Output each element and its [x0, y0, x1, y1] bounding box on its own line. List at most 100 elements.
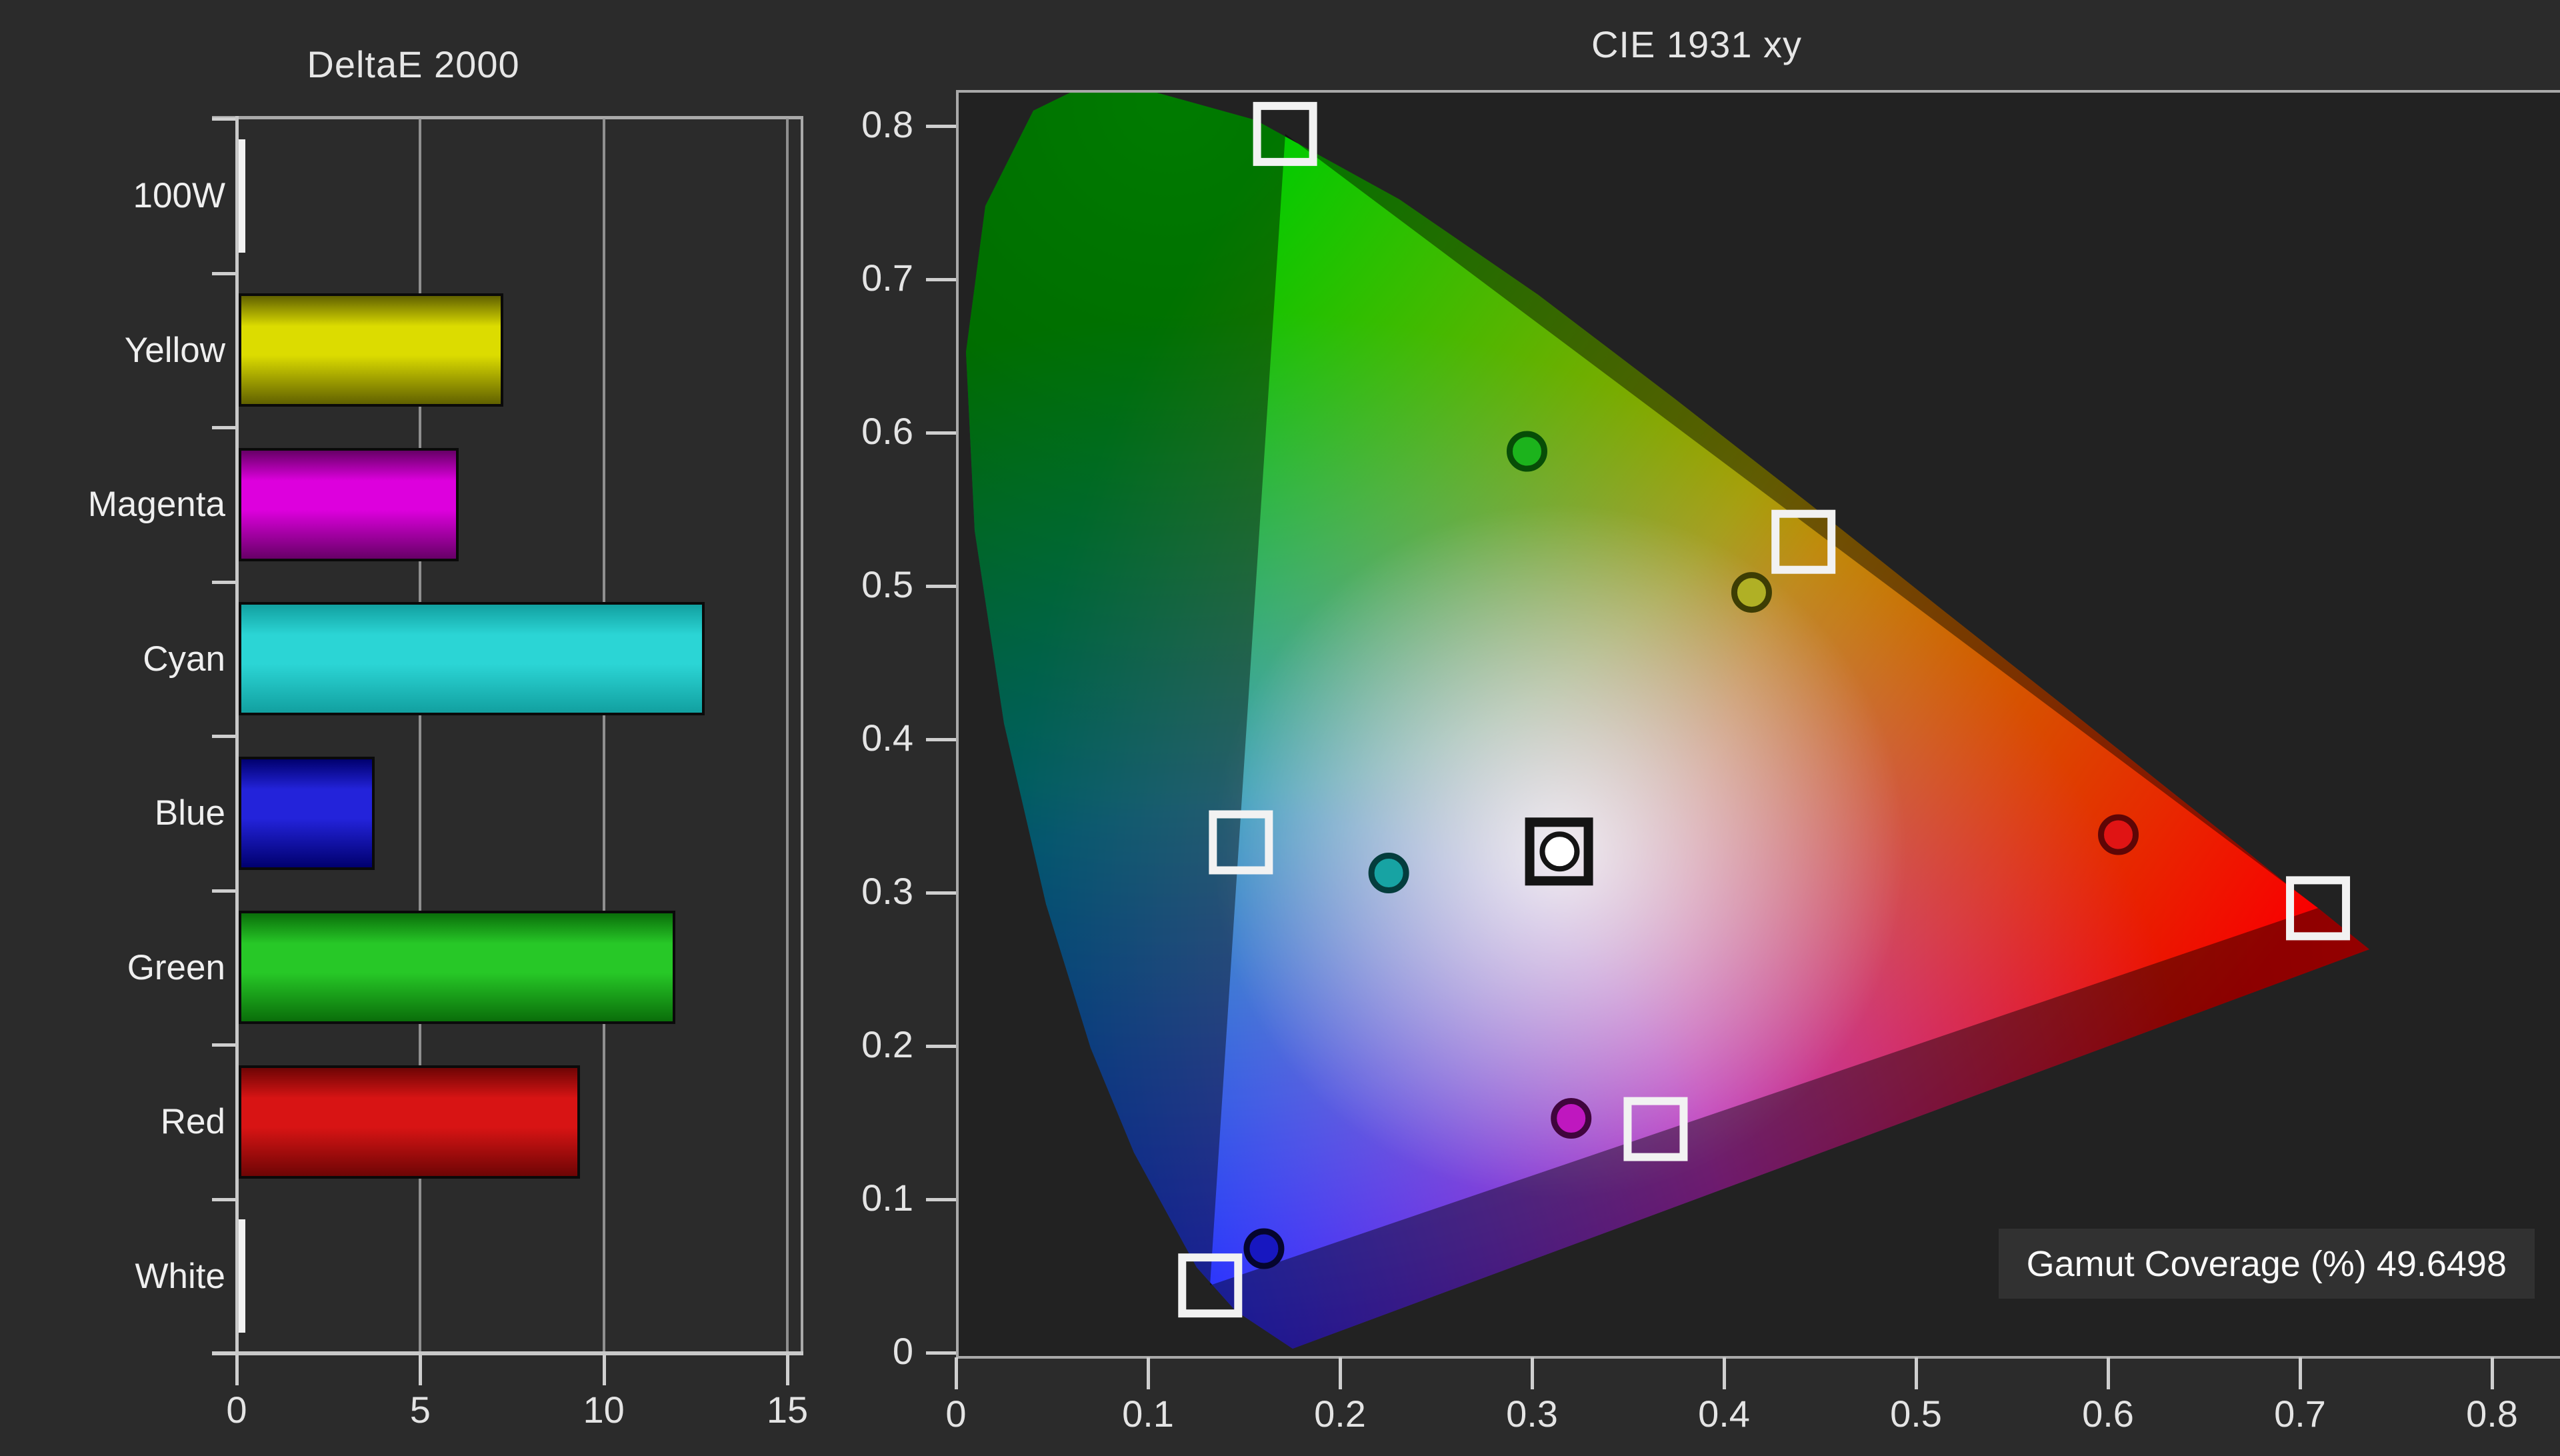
measured-point-red [2098, 814, 2139, 855]
bar-label-blue: Blue [154, 793, 225, 833]
bar-label-green: Green [127, 947, 225, 987]
bar-100w [239, 139, 245, 253]
cie-x-tick-0.8 [2491, 1357, 2494, 1389]
x-tick-0 [235, 1355, 239, 1385]
cie-y-label-0.3: 0.3 [861, 870, 913, 912]
y-tick-0 [212, 117, 235, 121]
target-square-green [1253, 101, 1317, 166]
measured-point-cyan [1368, 853, 1409, 893]
cie-x-label-0.6: 0.6 [2082, 1393, 2134, 1435]
y-tick-4 [212, 735, 235, 738]
cie-x-label-0.4: 0.4 [1698, 1393, 1750, 1435]
y-tick-6 [212, 1043, 235, 1047]
cie-x-label-0.5: 0.5 [1890, 1393, 1942, 1435]
cie-y-tick-0.5 [926, 585, 956, 588]
cie-chart-title: CIE 1931 xy [1591, 23, 1803, 65]
measured-point-green [1506, 431, 1547, 472]
cie-y-label-0.1: 0.1 [861, 1177, 913, 1219]
deltae-chart-title: DeltaE 2000 [307, 43, 520, 85]
cie-x-label-0.7: 0.7 [2274, 1393, 2326, 1435]
y-tick-1 [212, 271, 235, 275]
bar-cyan [239, 602, 705, 716]
deltae-plot-right-border [801, 116, 803, 1353]
x-tick-label-15: 15 [766, 1389, 809, 1431]
gridline-10 [602, 119, 605, 1351]
cie-y-label-0.4: 0.4 [861, 717, 913, 759]
target-square-cyan [1209, 810, 1273, 875]
deltae-x-axis [212, 1351, 803, 1355]
cie-y-tick-0.3 [926, 891, 956, 895]
measured-point-magenta [1551, 1098, 1592, 1139]
measured-point-yellow [1731, 572, 1772, 613]
cie-x-label-0: 0 [945, 1393, 967, 1435]
cie-y-label-0.6: 0.6 [861, 410, 913, 452]
y-tick-7 [212, 1197, 235, 1201]
white-point-target-square [1525, 817, 1593, 886]
cie-x-label-0.1: 0.1 [1122, 1393, 1174, 1435]
x-tick-10 [602, 1355, 606, 1385]
cie-x-label-0.8: 0.8 [2466, 1393, 2518, 1435]
deltae-y-axis [235, 116, 239, 1353]
cie-1931-chart: CIE 1931 xy [833, 0, 2560, 1456]
target-square-yellow [1771, 509, 1836, 574]
cie-x-tick-0.5 [1915, 1357, 1918, 1389]
cie-plot-area [956, 90, 2560, 1359]
cie-diagram [966, 93, 2369, 1349]
target-square-magenta [1623, 1097, 1688, 1161]
deltae-bar-chart: DeltaE 2000 100W Yellow Magenta Cyan Blue Gre… [0, 0, 827, 1456]
cie-x-tick-0 [955, 1357, 958, 1389]
cie-x-label-0.2: 0.2 [1314, 1393, 1366, 1435]
cie-y-label-0.8: 0.8 [861, 103, 913, 145]
bar-label-100w: 100W [133, 176, 225, 216]
cie-y-tick-0 [926, 1351, 956, 1355]
cie-x-tick-0.6 [2107, 1357, 2110, 1389]
bar-label-red: Red [160, 1102, 225, 1142]
measured-point-white [1539, 831, 1580, 872]
y-tick-5 [212, 889, 235, 893]
bar-white [239, 1219, 245, 1333]
bar-label-magenta: Magenta [87, 485, 225, 525]
target-square-red [2286, 876, 2351, 941]
bar-label-yellow: Yellow [124, 330, 225, 370]
bar-magenta [239, 447, 459, 561]
y-tick-3 [212, 580, 235, 584]
cie-x-label-0.3: 0.3 [1506, 1393, 1558, 1435]
deltae-plot-top-border [212, 116, 803, 119]
measured-point-blue [1243, 1228, 1285, 1269]
x-tick-label-5: 5 [409, 1389, 431, 1431]
y-tick-8 [212, 1352, 235, 1355]
cie-y-label-0.7: 0.7 [861, 257, 913, 299]
x-tick-label-0: 0 [226, 1389, 247, 1431]
bar-green [239, 911, 676, 1025]
cie-y-tick-0.8 [926, 125, 956, 128]
cie-markers [1178, 101, 2351, 1318]
cie-y-tick-0.7 [926, 278, 956, 281]
x-tick-15 [786, 1355, 790, 1385]
gamut-coverage-badge: Gamut Coverage (%) 49.6498 [1998, 1229, 2535, 1299]
x-tick-label-10: 10 [583, 1389, 625, 1431]
x-tick-5 [419, 1355, 423, 1385]
gridline-15 [786, 119, 789, 1351]
gridline-5 [419, 119, 422, 1351]
cie-y-label-0.2: 0.2 [861, 1023, 913, 1065]
cie-y-label-0: 0 [892, 1330, 913, 1372]
y-tick-2 [212, 426, 235, 429]
cie-x-tick-0.2 [1339, 1357, 1342, 1389]
cie-x-tick-0.4 [1723, 1357, 1726, 1389]
bar-yellow [239, 293, 503, 407]
cie-x-tick-0.3 [1531, 1357, 1534, 1389]
bar-label-white: White [135, 1256, 225, 1296]
bar-red [239, 1065, 581, 1179]
bar-label-cyan: Cyan [143, 639, 225, 679]
target-square-blue [1178, 1253, 1243, 1318]
cie-x-tick-0.7 [2299, 1357, 2302, 1389]
bar-blue [239, 756, 375, 870]
cie-y-tick-0.2 [926, 1045, 956, 1048]
cie-y-label-0.5: 0.5 [861, 563, 913, 605]
cie-y-tick-0.1 [926, 1198, 956, 1201]
cie-y-tick-0.4 [926, 738, 956, 741]
cie-x-tick-0.1 [1147, 1357, 1150, 1389]
outside-gamut-dim-overlay [966, 93, 2369, 1349]
cie-y-tick-0.6 [926, 431, 956, 435]
